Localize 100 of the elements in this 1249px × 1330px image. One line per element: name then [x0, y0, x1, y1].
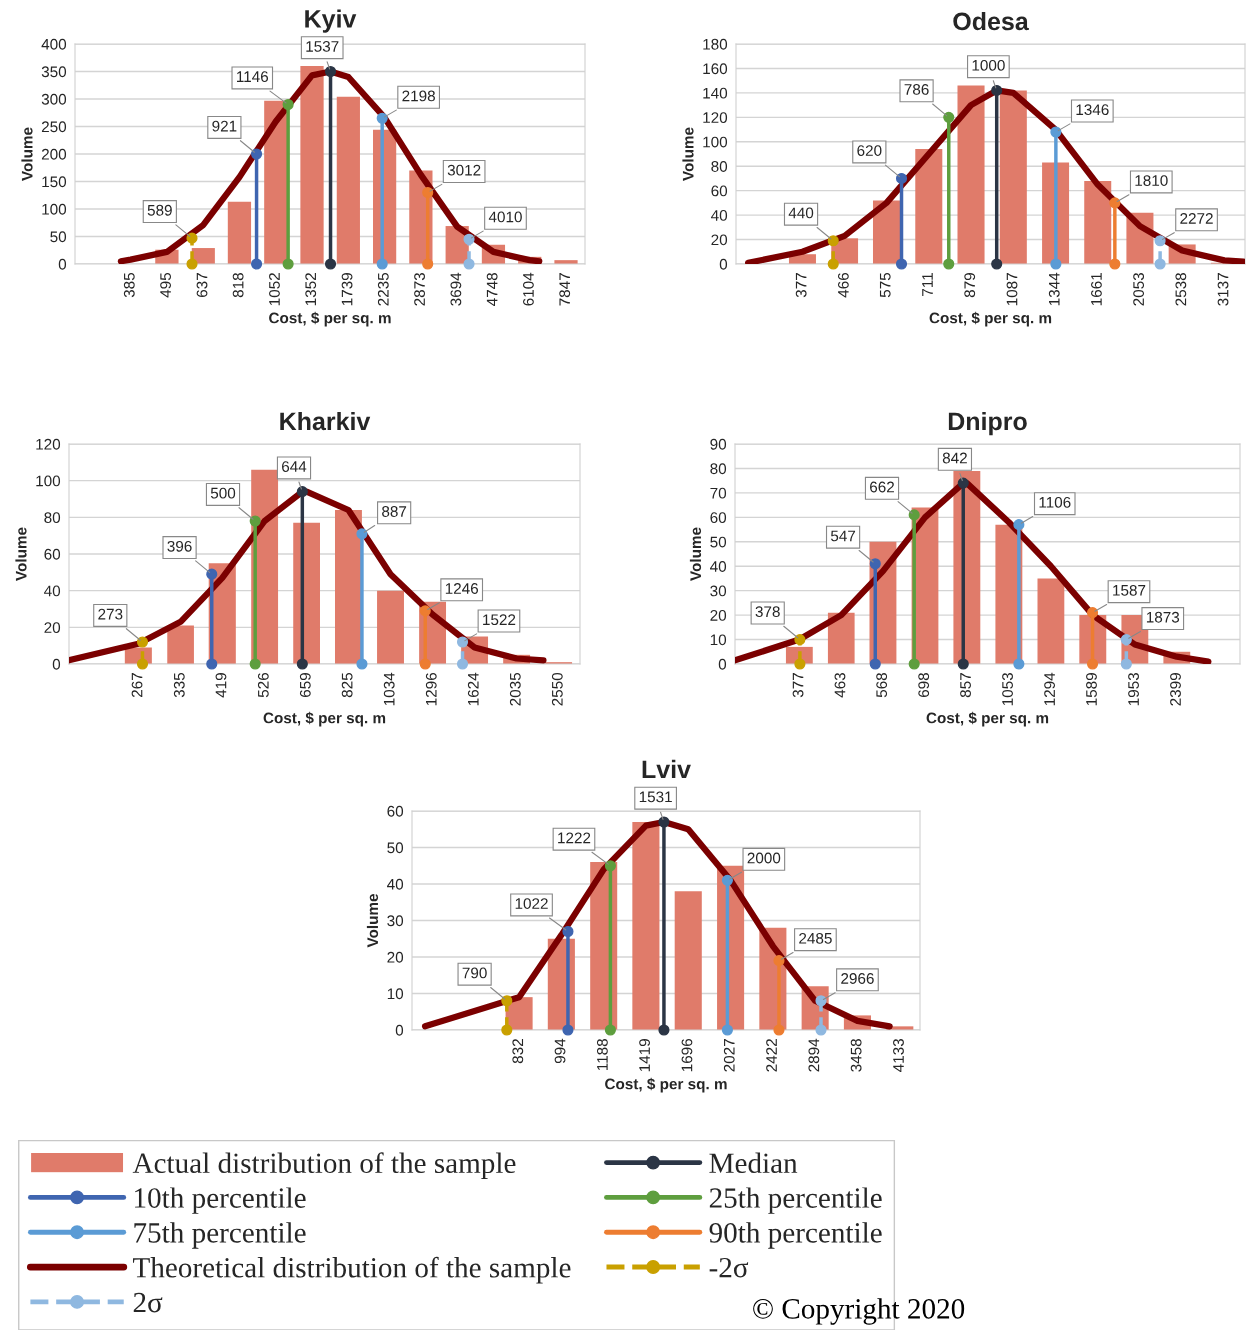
x-tick-label: 825 — [341, 672, 353, 698]
y-tick-label: 120 — [36, 438, 61, 450]
x-tick-label: 3458 — [850, 1038, 862, 1072]
y-tick-label: 180 — [703, 38, 728, 50]
y-tick-label: 40 — [710, 561, 727, 572]
y-tick-label: 20 — [710, 609, 727, 621]
x-tick-label: 1188 — [596, 1038, 608, 1071]
annotation: 1537 — [306, 41, 339, 52]
annotation: 2000 — [747, 852, 781, 864]
annotation: 1222 — [558, 832, 591, 844]
x-tick-label: 575 — [879, 272, 891, 298]
y-tick-label: 100 — [703, 136, 728, 148]
x-tick-label: 526 — [257, 673, 269, 698]
chart-title: Dnipro — [948, 411, 1027, 436]
x-tick-label: 857 — [960, 673, 971, 698]
y-tick-label: 120 — [703, 112, 728, 124]
x-tick-label: 698 — [918, 673, 930, 698]
legend-label: Actual distribution of the sample — [132, 1152, 516, 1180]
annotation: 2485 — [799, 932, 832, 944]
legend-label: 25th percentile — [709, 1187, 882, 1214]
annotation: 1522 — [483, 614, 516, 626]
x-tick-label: 879 — [964, 273, 976, 298]
chart-title: Odesa — [953, 11, 1029, 31]
annotation: 500 — [210, 487, 236, 499]
x-axis-title: Cost, $ per sq. m — [929, 311, 1052, 327]
y-tick-label: 50 — [710, 536, 727, 548]
x-tick-label: 2422 — [766, 1039, 777, 1072]
x-tick-label: 1739 — [341, 273, 353, 306]
x-tick-label: 659 — [299, 673, 311, 698]
y-axis-title: Volume — [15, 527, 27, 581]
annotation: 1810 — [1135, 175, 1168, 186]
y-tick-label: 20 — [44, 622, 61, 634]
y-axis-title: Volume — [689, 527, 702, 581]
y-tick-label: 0 — [58, 258, 67, 270]
y-axis-title: Volume — [366, 893, 379, 948]
x-tick-label: 377 — [795, 273, 807, 298]
legend-label: 75th percentile — [134, 1222, 306, 1249]
y-tick-label: 250 — [41, 121, 67, 133]
annotation: 378 — [755, 606, 780, 618]
x-tick-label: 6104 — [523, 272, 534, 306]
legend-label: 10th percentile — [135, 1187, 306, 1214]
y-tick-label: 60 — [44, 548, 61, 560]
x-tick-label: 2538 — [1175, 272, 1187, 306]
x-tick-label: 7847 — [559, 273, 571, 306]
x-tick-label: 2053 — [1133, 273, 1145, 306]
x-tick-label: 1296 — [425, 673, 437, 706]
y-tick-label: 100 — [42, 203, 67, 215]
x-tick-label: 335 — [173, 672, 185, 698]
annotation: 2272 — [1180, 213, 1213, 224]
annotation: 1346 — [1076, 104, 1109, 116]
y-tick-label: 50 — [387, 842, 404, 854]
annotation: 2198 — [402, 90, 435, 102]
y-tick-label: 70 — [710, 487, 727, 499]
x-tick-label: 267 — [131, 673, 143, 698]
annotation: 842 — [942, 452, 967, 464]
annotation: 887 — [382, 506, 407, 517]
annotation: 1000 — [972, 59, 1005, 71]
y-tick-label: 400 — [41, 38, 67, 50]
x-axis-title: Cost, $ per sq. m — [605, 1077, 727, 1093]
legend-label: 2σ — [133, 1292, 163, 1313]
x-tick-label: 385 — [123, 272, 135, 298]
x-tick-label: 3694 — [450, 272, 462, 306]
x-axis-title: Cost, $ per sq. m — [269, 311, 391, 327]
y-tick-label: 40 — [387, 878, 404, 890]
y-tick-label: 30 — [387, 915, 404, 927]
y-tick-label: 0 — [395, 1024, 404, 1036]
x-tick-label: 818 — [232, 273, 244, 298]
chart-title: Kyiv — [305, 9, 357, 33]
x-tick-label: 711 — [922, 273, 933, 296]
x-tick-label: 2399 — [1170, 673, 1181, 706]
y-tick-label: 20 — [387, 951, 404, 963]
legend-label: Theoretical distribution of the sample — [133, 1256, 571, 1284]
annotation: 662 — [870, 481, 894, 493]
y-tick-label: 10 — [387, 988, 404, 1000]
x-tick-label: 4748 — [486, 272, 498, 306]
y-tick-label: 160 — [703, 63, 728, 75]
text: © Copyright 2020 — [753, 1298, 965, 1325]
x-tick-label: 1419 — [639, 1039, 650, 1072]
legend-label: Median — [709, 1152, 798, 1174]
x-tick-label: 2235 — [377, 272, 389, 306]
y-tick-label: 10 — [710, 634, 727, 646]
annotation: 790 — [462, 967, 487, 979]
annotation: 1022 — [515, 898, 548, 909]
annotation: 547 — [830, 530, 856, 542]
annotation: 4010 — [488, 211, 522, 223]
x-tick-label: 994 — [554, 1038, 566, 1064]
y-tick-label: 60 — [710, 512, 727, 524]
x-tick-label: 1696 — [681, 1039, 693, 1072]
annotation: 921 — [212, 120, 237, 132]
x-tick-label: 419 — [215, 673, 227, 698]
y-tick-label: 80 — [711, 161, 728, 172]
y-tick-label: 50 — [50, 231, 67, 243]
y-tick-label: 40 — [44, 585, 61, 597]
y-tick-label: 90 — [710, 438, 727, 450]
x-tick-label: 832 — [512, 1039, 524, 1064]
x-tick-label: 2894 — [808, 1038, 820, 1072]
annotation: 440 — [788, 207, 814, 219]
x-tick-label: 1294 — [1044, 672, 1055, 706]
x-tick-label: 2027 — [723, 1039, 735, 1072]
x-tick-label: 1589 — [1086, 673, 1097, 706]
